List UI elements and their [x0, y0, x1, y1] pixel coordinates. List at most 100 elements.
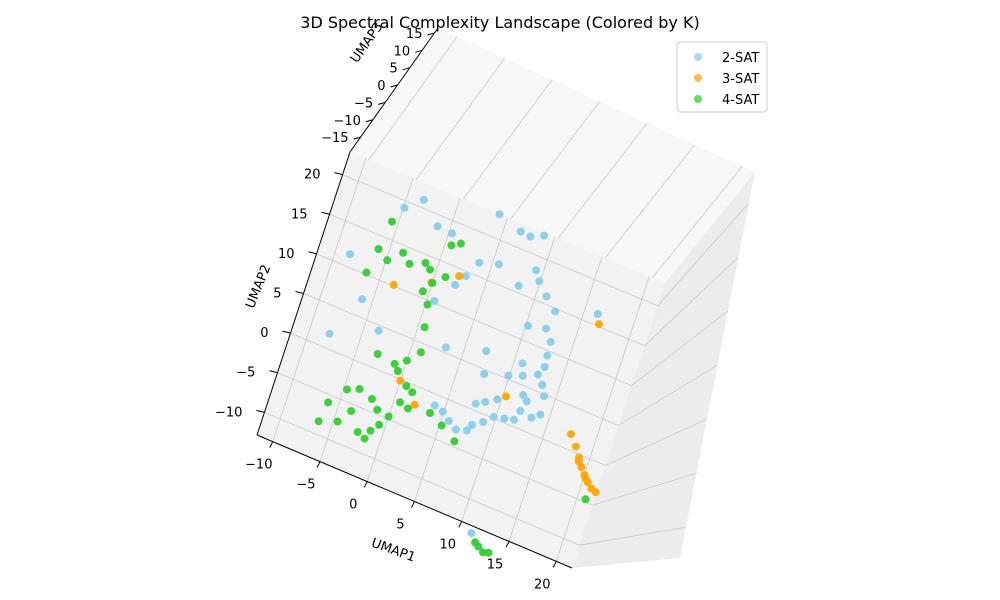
data-point — [493, 395, 502, 404]
data-point — [410, 400, 419, 409]
grid-line-side — [579, 526, 687, 546]
chart-points — [314, 195, 603, 557]
x-tick-label: 15 — [487, 557, 504, 572]
legend-label: 2-SAT — [722, 51, 759, 66]
data-point — [402, 382, 411, 390]
data-point — [444, 416, 453, 425]
grid-line-side — [618, 364, 718, 426]
data-point — [546, 337, 555, 346]
data-point — [519, 391, 528, 400]
data-point — [426, 265, 434, 274]
chart-title: 3D Spectral Complexity Landscape (Colore… — [300, 13, 699, 32]
grid-line-back — [652, 165, 743, 279]
data-point — [494, 260, 503, 269]
x-tick — [458, 521, 463, 528]
data-point — [591, 488, 600, 497]
y-tick — [334, 172, 343, 176]
data-point — [390, 359, 399, 368]
data-point — [514, 281, 523, 290]
data-point — [489, 412, 498, 421]
data-point — [405, 259, 414, 268]
data-point — [360, 434, 369, 443]
data-point — [346, 250, 354, 259]
data-point — [428, 279, 437, 287]
data-point — [516, 227, 525, 236]
grid-line-back — [557, 122, 648, 239]
data-point — [482, 347, 491, 355]
data-point — [374, 326, 383, 335]
data-point — [481, 397, 490, 406]
data-point — [495, 210, 504, 219]
data-point — [333, 417, 342, 426]
data-point — [430, 296, 439, 305]
y-tick — [282, 330, 291, 334]
data-point — [581, 495, 590, 504]
data-point — [358, 295, 367, 304]
data-point — [420, 323, 429, 332]
grid-line-back — [463, 79, 553, 200]
x-tick-label: 5 — [396, 518, 404, 533]
x-tick — [269, 441, 274, 448]
x-tick-label: 10 — [439, 537, 456, 552]
data-point — [421, 259, 430, 267]
z-tick — [402, 67, 410, 71]
y-tick — [269, 370, 278, 374]
data-point — [430, 401, 439, 410]
legend-marker — [694, 53, 702, 61]
data-point — [374, 245, 383, 254]
data-point — [536, 410, 545, 419]
data-point — [542, 292, 551, 301]
data-point — [474, 542, 483, 551]
z-tick-label: 10 — [394, 44, 411, 59]
data-point — [456, 239, 465, 248]
chart-grid — [264, 36, 750, 562]
data-point — [388, 217, 396, 226]
grid-line-y — [329, 213, 645, 347]
y-tick-label: −5 — [236, 366, 255, 381]
grid-line-side — [657, 202, 750, 307]
data-point — [396, 398, 404, 407]
data-point — [416, 348, 425, 357]
grid-line-side — [592, 472, 697, 506]
grid-line-y — [342, 174, 658, 307]
y-tick-label: 0 — [260, 326, 268, 341]
z-tick-label: 15 — [406, 27, 423, 42]
data-point — [532, 266, 541, 275]
data-point — [500, 414, 509, 423]
data-point — [524, 321, 532, 330]
z-tick-label: −10 — [333, 114, 360, 129]
y-tick — [295, 291, 304, 294]
data-point — [396, 376, 405, 385]
data-point — [533, 370, 542, 379]
x-tick — [411, 501, 415, 508]
data-point — [408, 388, 417, 397]
data-point — [595, 320, 603, 329]
x-tick — [552, 561, 557, 568]
data-point — [419, 195, 428, 204]
data-point — [468, 421, 476, 429]
grid-line-y — [290, 332, 606, 466]
data-point — [566, 430, 575, 439]
data-point — [479, 418, 488, 426]
data-point — [543, 351, 552, 360]
x-tick-label: −10 — [245, 458, 272, 473]
data-point — [324, 398, 333, 407]
grid-line-y — [277, 372, 593, 506]
data-point — [384, 412, 393, 421]
grid-line-side — [631, 310, 729, 386]
z-tick — [427, 32, 435, 36]
data-point — [571, 442, 580, 451]
grid-line-back — [415, 58, 505, 180]
data-point — [475, 258, 484, 267]
data-point — [480, 370, 489, 378]
data-point — [540, 231, 549, 240]
x-tick-label: 20 — [534, 577, 551, 592]
data-point — [518, 371, 527, 380]
data-point — [452, 425, 460, 434]
data-point — [447, 241, 456, 250]
y-tick-label: 10 — [278, 247, 295, 262]
data-point — [462, 426, 471, 435]
data-point — [383, 256, 392, 265]
legend-label: 4-SAT — [722, 93, 759, 108]
